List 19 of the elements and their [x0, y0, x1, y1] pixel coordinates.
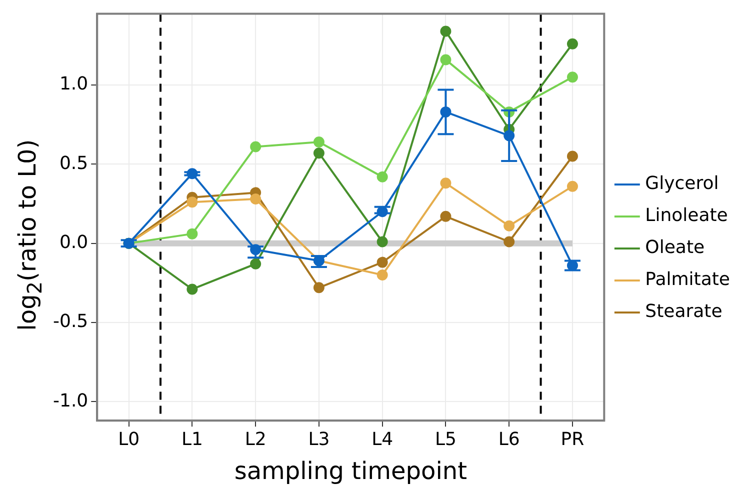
x-tick-label: PR	[560, 429, 584, 450]
y-tick-label: 1.0	[59, 74, 88, 95]
x-tick-label: L6	[498, 429, 520, 450]
x-tick-label: L2	[244, 429, 266, 450]
x-tick-label: L4	[372, 429, 394, 450]
legend-label: Glycerol	[645, 173, 719, 194]
x-tick-label: L1	[181, 429, 203, 450]
legend-label: Palmitate	[645, 269, 730, 290]
legend-label: Linoleate	[645, 205, 728, 226]
legend-label: Stearate	[645, 301, 722, 322]
x-tick-label: L3	[308, 429, 330, 450]
y-tick-label: 0.5	[59, 152, 88, 174]
y-tick-label: -0.5	[52, 311, 88, 332]
y-tick-label: -1.0	[52, 390, 88, 412]
legend-label: Oleate	[645, 237, 705, 258]
x-axis-title: sampling timepoint	[234, 456, 467, 485]
x-tick-label: L5	[434, 429, 456, 450]
x-tick-label: L0	[118, 429, 140, 450]
y-tick-label: 0.0	[59, 232, 88, 253]
